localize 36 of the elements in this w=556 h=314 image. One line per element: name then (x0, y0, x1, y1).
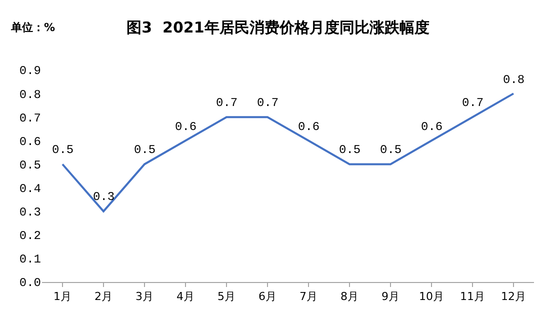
data-label: 0.7 (462, 96, 484, 110)
y-tick-label: 0.8 (19, 88, 41, 102)
y-tick-label: 0.5 (19, 158, 41, 172)
y-tick-label: 0.9 (19, 64, 41, 78)
data-label: 0.5 (380, 143, 402, 157)
data-label: 0.6 (298, 120, 320, 134)
x-tick-label: 6月 (258, 290, 276, 304)
y-tick-label: 0.0 (19, 276, 41, 290)
y-tick-label: 0.1 (19, 252, 41, 267)
chart-title: 图3 2021年居民消费价格月度同比涨跌幅度 (126, 18, 430, 36)
y-tick-label: 0.7 (19, 111, 41, 126)
x-tick-label: 7月 (300, 290, 318, 304)
x-tick-label: 2月 (94, 290, 112, 304)
x-tick-label: 9月 (382, 290, 400, 304)
data-label: 0.6 (175, 120, 197, 134)
data-label: 0.7 (257, 96, 279, 110)
y-axis-title: 单位：% (10, 21, 56, 34)
data-label: 0.3 (93, 190, 115, 204)
data-label: 0.5 (339, 143, 361, 157)
y-tick-label: 0.4 (19, 182, 41, 196)
data-label: 0.5 (134, 143, 156, 157)
y-tick-label: 0.3 (19, 206, 41, 220)
x-tick-label: 1月 (54, 290, 72, 304)
x-tick-label: 8月 (340, 290, 358, 304)
x-tick-label: 12月 (501, 290, 526, 304)
data-label: 0.5 (52, 143, 74, 157)
data-label: 0.6 (421, 120, 443, 134)
x-tick-label: 11月 (460, 290, 485, 304)
x-tick-label: 10月 (419, 290, 444, 304)
y-tick-label: 0.2 (19, 229, 41, 244)
data-label: 0.7 (216, 96, 238, 110)
data-label: 0.8 (503, 73, 525, 87)
x-tick-label: 4月 (176, 290, 194, 304)
y-tick-label: 0.6 (19, 134, 41, 149)
x-tick-label: 3月 (136, 290, 154, 304)
x-tick-label: 5月 (218, 290, 236, 304)
